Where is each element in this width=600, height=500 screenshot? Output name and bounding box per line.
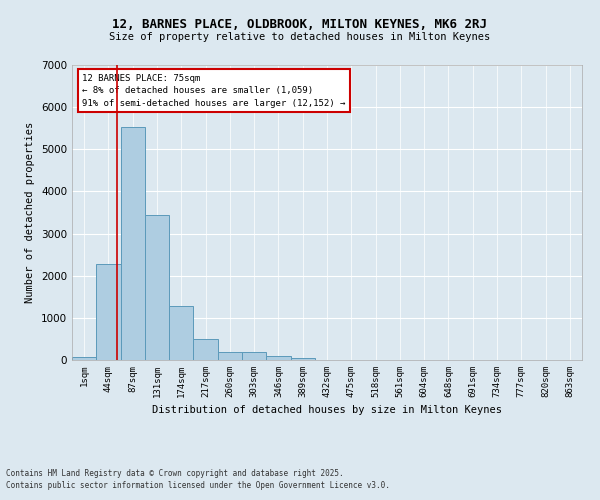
Text: Size of property relative to detached houses in Milton Keynes: Size of property relative to detached ho… bbox=[109, 32, 491, 42]
Bar bbox=[266, 356, 290, 360]
Text: 12, BARNES PLACE, OLDBROOK, MILTON KEYNES, MK6 2RJ: 12, BARNES PLACE, OLDBROOK, MILTON KEYNE… bbox=[113, 18, 487, 30]
Y-axis label: Number of detached properties: Number of detached properties bbox=[25, 122, 35, 303]
Bar bbox=[145, 215, 169, 360]
Bar bbox=[72, 358, 96, 360]
Text: Contains public sector information licensed under the Open Government Licence v3: Contains public sector information licen… bbox=[6, 481, 390, 490]
Bar bbox=[121, 128, 145, 360]
X-axis label: Distribution of detached houses by size in Milton Keynes: Distribution of detached houses by size … bbox=[152, 406, 502, 415]
Text: 12 BARNES PLACE: 75sqm
← 8% of detached houses are smaller (1,059)
91% of semi-d: 12 BARNES PLACE: 75sqm ← 8% of detached … bbox=[82, 74, 346, 108]
Bar bbox=[193, 340, 218, 360]
Bar bbox=[242, 352, 266, 360]
Bar bbox=[218, 352, 242, 360]
Bar bbox=[169, 306, 193, 360]
Bar bbox=[96, 264, 121, 360]
Text: Contains HM Land Registry data © Crown copyright and database right 2025.: Contains HM Land Registry data © Crown c… bbox=[6, 468, 344, 477]
Bar bbox=[290, 358, 315, 360]
